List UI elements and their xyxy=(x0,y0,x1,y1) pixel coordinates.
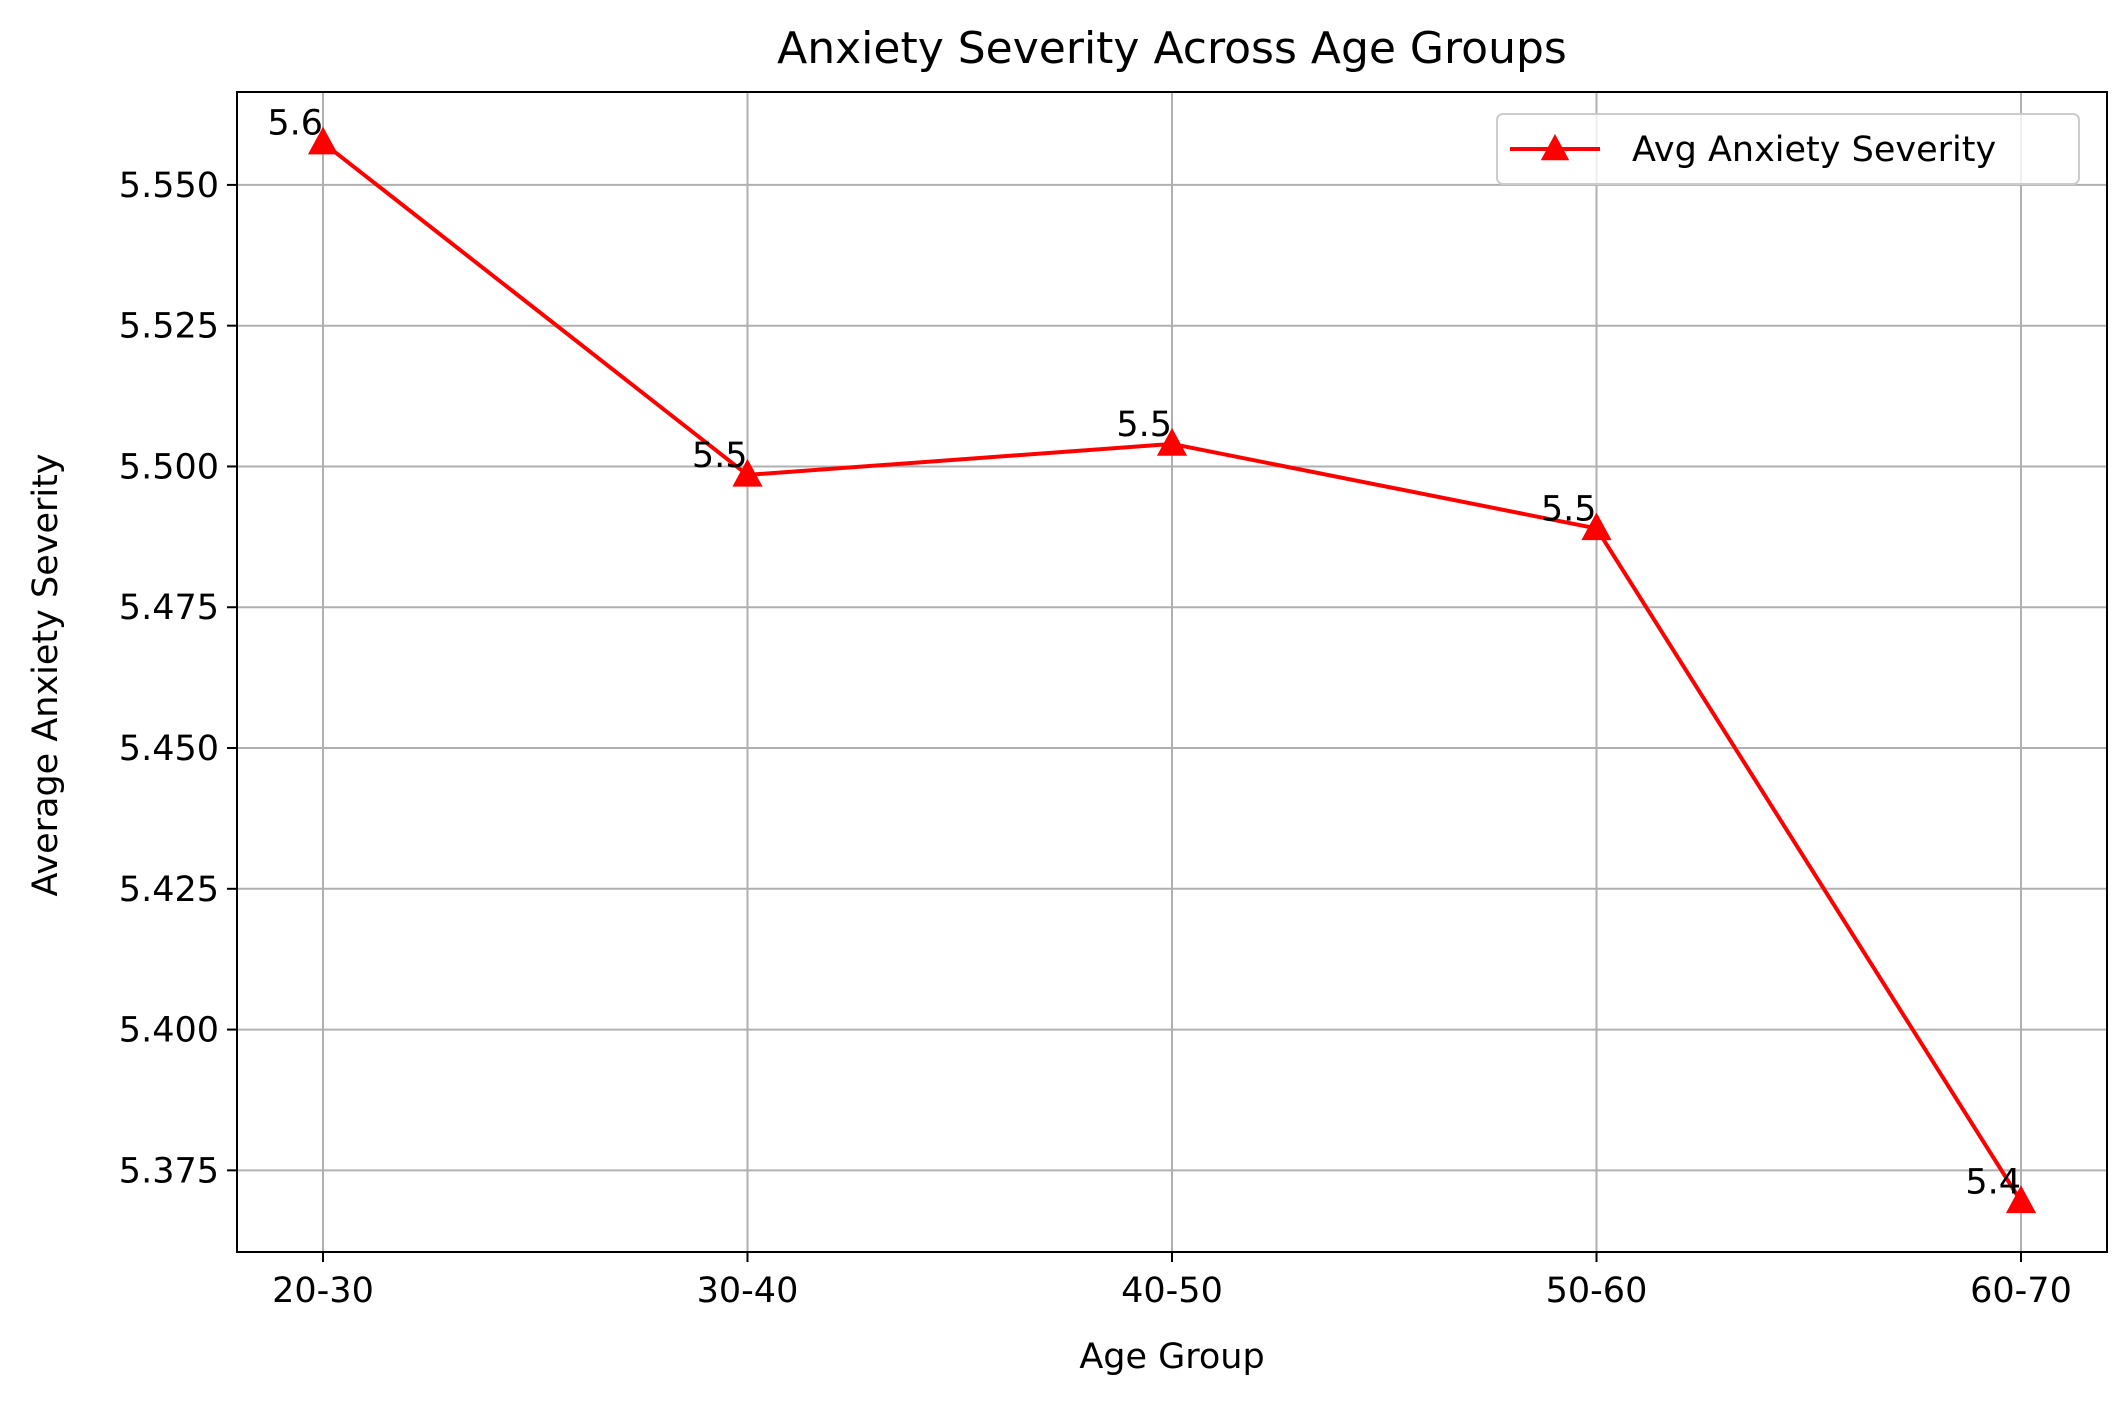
x-tick-label: 40-50 xyxy=(1121,1271,1223,1311)
data-point-marker xyxy=(307,126,339,155)
data-point-marker xyxy=(1581,512,1612,541)
data-point-marker xyxy=(1156,427,1188,456)
legend: Avg Anxiety Severity xyxy=(1496,113,2080,185)
data-label: 5.5 xyxy=(1116,405,1172,445)
y-tick-label: 5.525 xyxy=(119,307,219,347)
legend-entry-label: Avg Anxiety Severity xyxy=(1632,130,1996,170)
x-tick-label: 20-30 xyxy=(272,1271,374,1311)
axis-ticks: 20-30 30-40 40-50 50-60 60-70 5.375 5.400 5.425… xyxy=(119,166,2072,1311)
y-tick-label: 5.475 xyxy=(119,588,219,628)
data-label: 5.4 xyxy=(1965,1162,2021,1202)
y-tick-label: 5.425 xyxy=(119,870,219,910)
y-tick-label: 5.500 xyxy=(119,447,219,487)
x-tick-label: 60-70 xyxy=(1970,1271,2072,1311)
y-tick-label: 5.375 xyxy=(119,1151,219,1191)
data-point-marker xyxy=(732,458,763,487)
data-label: 5.5 xyxy=(692,436,748,476)
y-tick-label: 5.400 xyxy=(119,1011,219,1051)
x-tick-label: 50-60 xyxy=(1546,1271,1648,1311)
x-axis-label: Age Group xyxy=(1079,1337,1264,1377)
legend-marker-swatch xyxy=(1540,134,1570,161)
legend-box xyxy=(1496,113,2080,185)
y-axis-label: Average Anxiety Severity xyxy=(26,453,66,896)
chart-title: Anxiety Severity Across Age Groups xyxy=(777,23,1567,74)
y-tick-label: 5.450 xyxy=(119,729,219,769)
y-tick-label: 5.550 xyxy=(119,166,219,206)
x-tick-label: 30-40 xyxy=(697,1271,799,1311)
data-point-marker xyxy=(2005,1185,2037,1214)
series-markers xyxy=(307,126,2037,1214)
data-label: 5.6 xyxy=(267,104,323,144)
data-labels: 5.6 5.5 5.5 5.5 5.4 xyxy=(267,104,2021,1203)
data-label: 5.5 xyxy=(1541,489,1597,529)
